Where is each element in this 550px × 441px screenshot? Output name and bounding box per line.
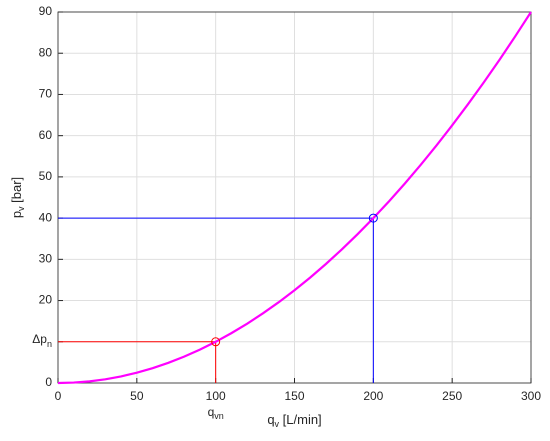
x-tick-label: 0 [55, 389, 62, 403]
y-tick-label: 20 [39, 293, 53, 307]
y-axis-label: pv [bar] [9, 177, 26, 218]
y-tick-label: 40 [39, 210, 53, 224]
line [57, 11, 532, 385]
plot-frame [57, 11, 532, 384]
subscript: v [275, 419, 280, 429]
label-part: Δp [32, 332, 47, 346]
annotation: qvn [208, 405, 224, 421]
label-part: q [267, 412, 274, 427]
label-part: [L/min] [279, 412, 322, 427]
x-axis-label: qv [L/min] [267, 412, 321, 429]
y-tick-label: 80 [39, 45, 53, 59]
y-tick-label: 90 [39, 4, 53, 18]
x-tick-label: 50 [130, 389, 144, 403]
x-tick-label: 100 [206, 389, 226, 403]
subscript: v [16, 206, 26, 211]
x-tick-label: 200 [363, 389, 383, 403]
x-tick-label: 300 [521, 389, 541, 403]
subscript: n [47, 339, 52, 349]
y-tick-label: 50 [39, 169, 53, 183]
label-part: q [208, 405, 215, 419]
label-part: [bar] [9, 177, 24, 207]
x-tick-label: 250 [442, 389, 462, 403]
marker [211, 337, 221, 347]
subscript: vn [214, 411, 224, 421]
y-tick-label: 30 [39, 252, 53, 266]
marker [368, 213, 378, 223]
x-tick-label: 150 [284, 389, 304, 403]
y-tick-label: 0 [45, 375, 52, 389]
y-tick-label: 60 [39, 128, 53, 142]
label-part: p [9, 211, 24, 218]
y-tick-label: Δpn [32, 332, 52, 349]
y-tick-label: 70 [39, 87, 53, 101]
